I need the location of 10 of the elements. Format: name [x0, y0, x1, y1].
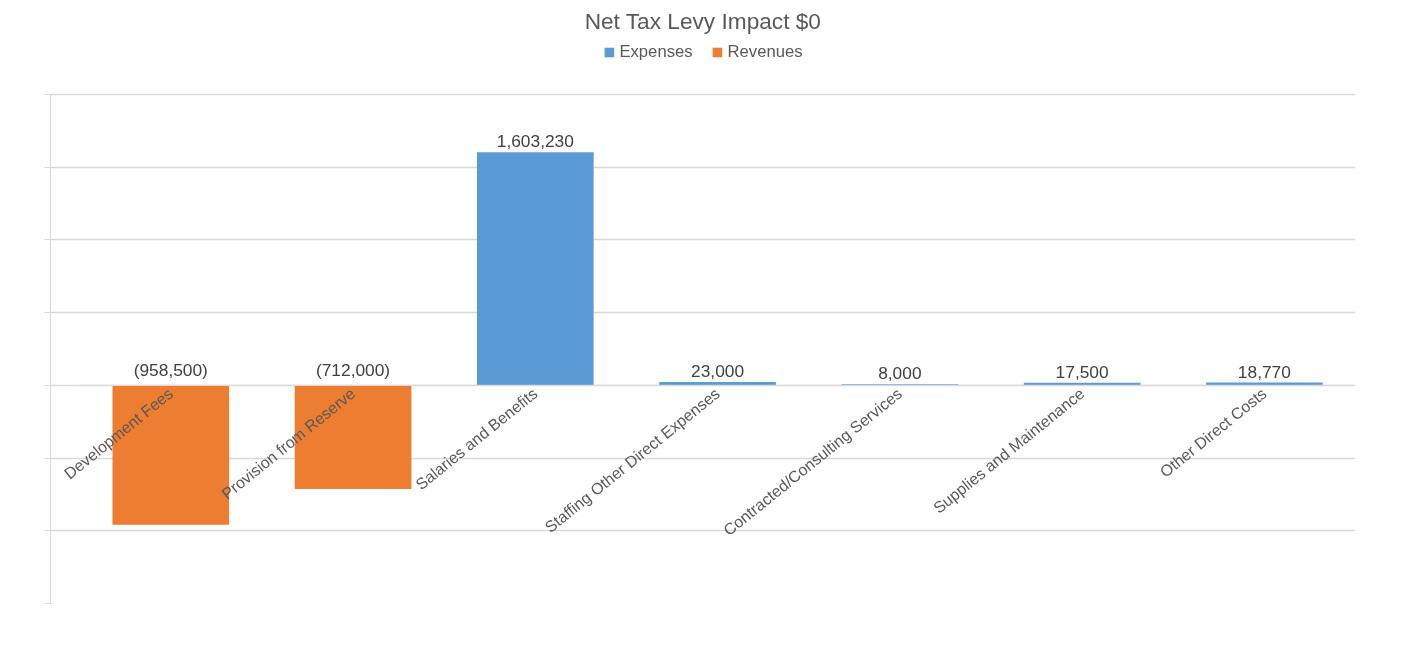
data-label: (712,000)	[315, 360, 391, 381]
data-label: 8,000	[878, 363, 922, 384]
data-label: 18,770	[1237, 361, 1291, 382]
data-label: 23,000	[691, 361, 745, 382]
data-label: (958,500)	[133, 360, 208, 381]
legend-label: Revenues	[727, 42, 803, 62]
chart-title: Net Tax Levy Impact $0	[584, 7, 821, 34]
legend-label: Expenses	[619, 42, 693, 62]
data-label: 17,500	[1055, 361, 1109, 382]
data-label: 1,603,230	[496, 131, 574, 152]
